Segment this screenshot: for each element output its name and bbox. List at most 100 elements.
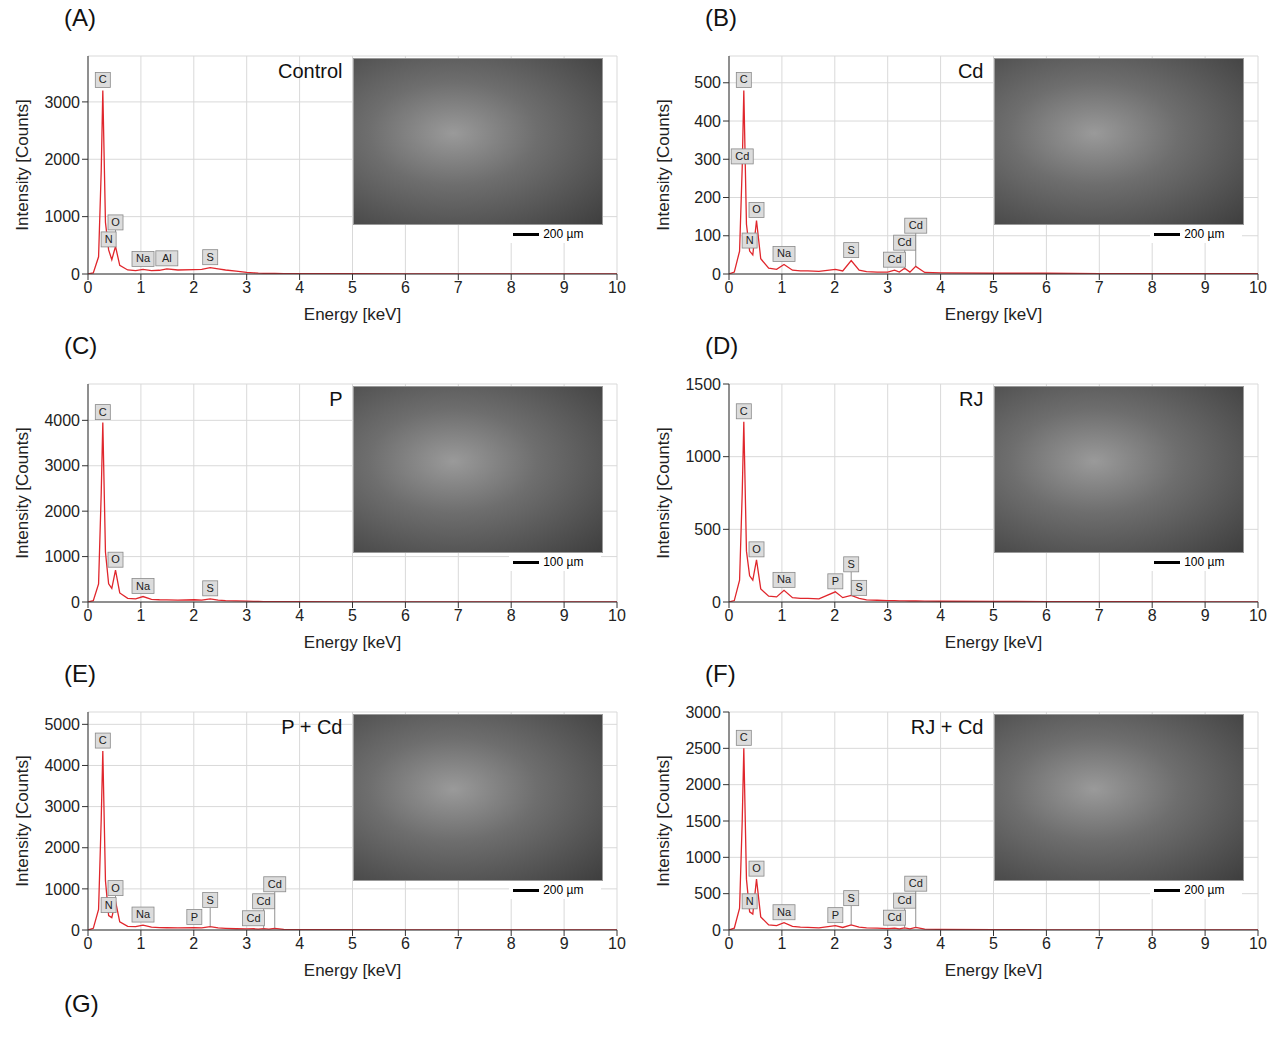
svg-text:0: 0 [84, 935, 93, 952]
svg-text:N: N [105, 233, 113, 245]
svg-text:10: 10 [1249, 607, 1267, 624]
svg-text:N: N [746, 895, 754, 907]
svg-text:10: 10 [608, 279, 626, 296]
svg-text:4: 4 [936, 607, 945, 624]
svg-text:P: P [191, 911, 198, 923]
svg-text:S: S [848, 558, 855, 570]
svg-text:Energy [keV]: Energy [keV] [304, 633, 401, 652]
svg-text:Cd: Cd [888, 911, 902, 923]
svg-text:400: 400 [694, 113, 721, 130]
svg-text:C: C [740, 73, 748, 85]
svg-text:S: S [855, 581, 862, 593]
svg-text:O: O [111, 216, 120, 228]
svg-text:2: 2 [830, 279, 839, 296]
svg-text:4: 4 [295, 607, 304, 624]
svg-text:2: 2 [189, 607, 198, 624]
svg-text:4000: 4000 [44, 757, 80, 774]
svg-text:Cd: Cd [257, 895, 271, 907]
svg-text:1500: 1500 [685, 813, 721, 830]
svg-text:Na: Na [136, 252, 151, 264]
svg-text:3: 3 [242, 607, 251, 624]
svg-text:7: 7 [454, 935, 463, 952]
svg-text:9: 9 [1201, 279, 1210, 296]
svg-text:3: 3 [242, 935, 251, 952]
svg-text:2000: 2000 [685, 776, 721, 793]
svg-text:4: 4 [936, 279, 945, 296]
svg-text:Intensity [Counts]: Intensity [Counts] [654, 427, 673, 558]
svg-text:9: 9 [560, 935, 569, 952]
svg-text:2000: 2000 [44, 503, 80, 520]
svg-text:0: 0 [712, 922, 721, 939]
svg-text:7: 7 [1095, 607, 1104, 624]
svg-text:Cd: Cd [268, 878, 282, 890]
svg-text:4: 4 [936, 935, 945, 952]
svg-text:0: 0 [71, 266, 80, 283]
svg-text:8: 8 [507, 935, 516, 952]
svg-text:3: 3 [883, 607, 892, 624]
svg-text:N: N [746, 234, 754, 246]
svg-text:5: 5 [989, 935, 998, 952]
svg-text:S: S [207, 582, 214, 594]
svg-text:O: O [111, 882, 120, 894]
svg-text:Cd: Cd [735, 150, 749, 162]
svg-text:Intensity [Counts]: Intensity [Counts] [13, 427, 32, 558]
svg-text:O: O [111, 553, 120, 565]
svg-text:500: 500 [694, 74, 721, 91]
svg-text:8: 8 [1148, 935, 1157, 952]
svg-text:3000: 3000 [685, 704, 721, 721]
svg-text:9: 9 [560, 279, 569, 296]
svg-text:5000: 5000 [44, 716, 80, 733]
svg-text:2500: 2500 [685, 740, 721, 757]
svg-text:S: S [848, 892, 855, 904]
svg-text:Cd: Cd [898, 236, 912, 248]
svg-text:1: 1 [777, 935, 786, 952]
svg-text:7: 7 [1095, 935, 1104, 952]
svg-text:S: S [207, 894, 214, 906]
svg-text:Energy [keV]: Energy [keV] [945, 305, 1042, 324]
svg-text:O: O [752, 203, 761, 215]
svg-text:0: 0 [725, 279, 734, 296]
svg-text:6: 6 [401, 279, 410, 296]
svg-text:1500: 1500 [685, 376, 721, 393]
svg-text:5: 5 [989, 607, 998, 624]
svg-text:1000: 1000 [44, 881, 80, 898]
svg-text:5: 5 [989, 279, 998, 296]
svg-text:Energy [keV]: Energy [keV] [304, 305, 401, 324]
svg-text:2: 2 [189, 279, 198, 296]
svg-text:7: 7 [1095, 279, 1104, 296]
svg-text:1: 1 [136, 607, 145, 624]
svg-text:0: 0 [712, 594, 721, 611]
svg-text:Cd: Cd [247, 912, 261, 924]
svg-text:C: C [99, 734, 107, 746]
svg-text:2: 2 [830, 935, 839, 952]
svg-text:O: O [752, 862, 761, 874]
svg-text:500: 500 [694, 885, 721, 902]
svg-text:1: 1 [136, 279, 145, 296]
svg-text:C: C [99, 73, 107, 85]
svg-text:3: 3 [883, 935, 892, 952]
svg-text:Na: Na [777, 573, 792, 585]
svg-text:5: 5 [348, 279, 357, 296]
svg-text:5: 5 [348, 935, 357, 952]
svg-text:9: 9 [1201, 607, 1210, 624]
svg-text:5: 5 [348, 607, 357, 624]
svg-text:8: 8 [1148, 607, 1157, 624]
svg-text:1000: 1000 [44, 208, 80, 225]
svg-text:3000: 3000 [44, 94, 80, 111]
svg-text:6: 6 [401, 607, 410, 624]
svg-text:0: 0 [84, 279, 93, 296]
svg-text:1: 1 [136, 935, 145, 952]
svg-text:0: 0 [725, 935, 734, 952]
svg-text:S: S [207, 251, 214, 263]
svg-text:Na: Na [777, 247, 792, 259]
svg-text:1000: 1000 [685, 849, 721, 866]
svg-text:2: 2 [189, 935, 198, 952]
svg-text:Energy [keV]: Energy [keV] [304, 961, 401, 980]
svg-text:0: 0 [71, 594, 80, 611]
svg-text:Na: Na [777, 906, 792, 918]
svg-text:Intensity [Counts]: Intensity [Counts] [654, 755, 673, 886]
svg-text:P: P [832, 575, 839, 587]
svg-text:0: 0 [84, 607, 93, 624]
svg-text:C: C [99, 406, 107, 418]
svg-text:Energy [keV]: Energy [keV] [945, 633, 1042, 652]
